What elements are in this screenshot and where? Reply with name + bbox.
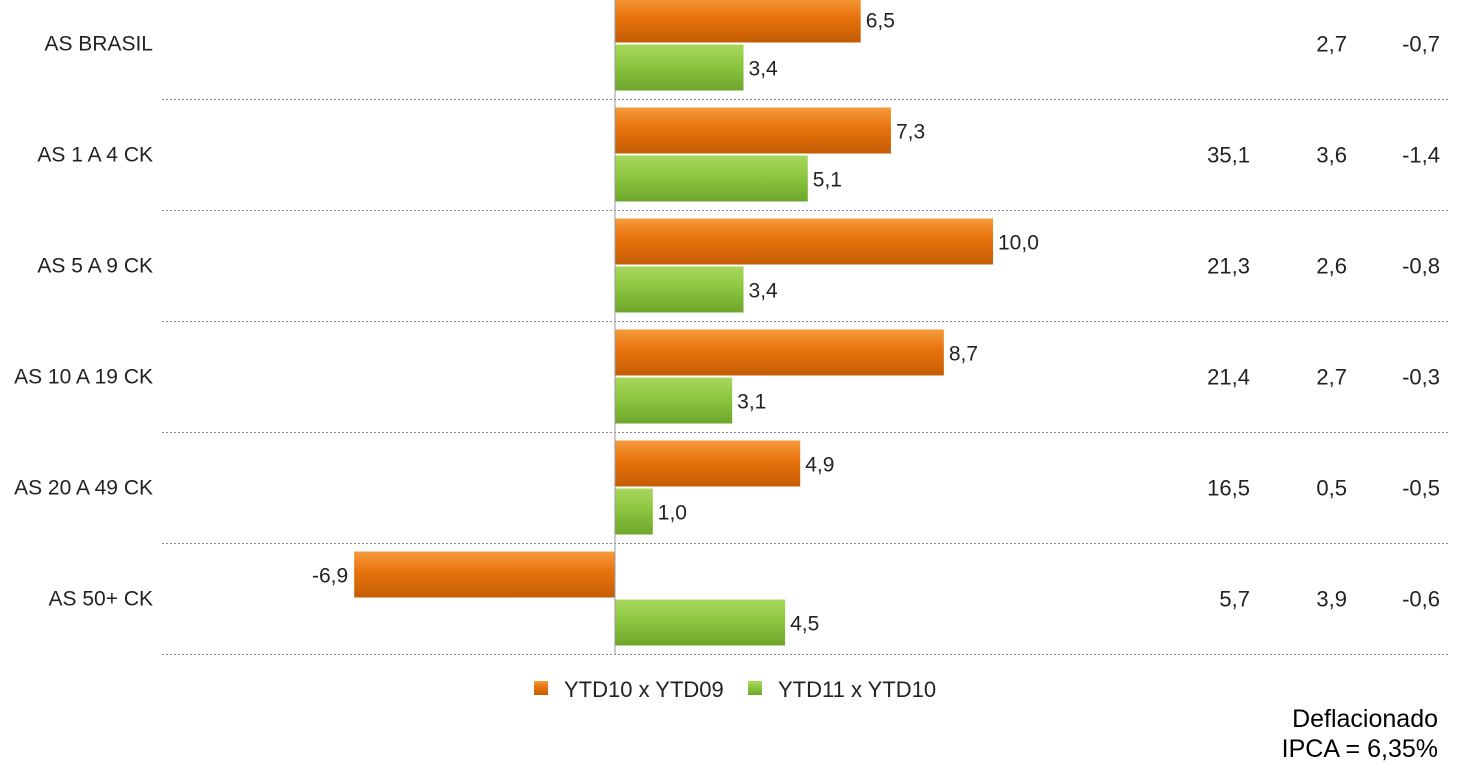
legend-swatch (748, 681, 762, 695)
bar-ytd11 (615, 44, 744, 91)
category-label: AS 10 A 19 CK (14, 366, 153, 389)
column-value: 2,7 (1316, 32, 1347, 57)
column-value: 3,6 (1316, 143, 1347, 168)
bar-ytd10 (615, 218, 993, 265)
column-value: -0,3 (1402, 365, 1440, 390)
data-label: -6,9 (312, 565, 348, 588)
data-label: 8,7 (949, 343, 978, 366)
bar-ytd11 (615, 266, 744, 313)
data-label: 3,1 (737, 391, 766, 414)
data-label: 10,0 (998, 232, 1039, 255)
bar-ytd11 (615, 155, 808, 202)
column-value: 2,7 (1316, 365, 1347, 390)
bars (354, 0, 993, 646)
data-label: 5,1 (813, 169, 842, 192)
column-value: 3,9 (1316, 587, 1347, 612)
data-label: 4,5 (790, 613, 819, 636)
data-label: 3,4 (749, 58, 779, 81)
column-value: 5,7 (1219, 587, 1250, 612)
category-label: AS 5 A 9 CK (37, 255, 153, 278)
column-value: 16,5 (1207, 476, 1250, 501)
legend-label: YTD11 x YTD10 (778, 677, 936, 702)
category-label: AS 20 A 49 CK (14, 477, 153, 500)
bar-ytd10 (615, 440, 801, 487)
category-label: AS BRASIL (44, 33, 153, 56)
column-value: -1,4 (1402, 143, 1440, 168)
data-label: 7,3 (896, 121, 925, 144)
bar-ytd10 (354, 551, 615, 598)
bar-ytd11 (615, 599, 786, 646)
data-label: 3,4 (749, 280, 779, 303)
bar-ytd11 (615, 488, 653, 535)
column-value: 0,5 (1316, 476, 1347, 501)
legend: YTD10 x YTD09 YTD11 x YTD10 (534, 677, 936, 702)
note-line-1: Deflacionado (1292, 705, 1438, 733)
deflation-note: Deflacionado IPCA = 6,35% (1282, 704, 1438, 764)
data-label: 1,0 (658, 502, 687, 525)
labels: AS BRASIL 6,5 3,4 AS 1 A 4 CK 7,3 5,1 AS 5 A 9… (14, 10, 1039, 636)
data-label: 6,5 (866, 10, 895, 33)
column-value: 21,4 (1207, 365, 1250, 390)
legend-label: YTD10 x YTD09 (564, 677, 724, 702)
column-value: -0,5 (1402, 476, 1440, 501)
data-label: 4,9 (805, 454, 834, 477)
column-value: 2,6 (1316, 254, 1347, 279)
column-value: 35,1 (1207, 143, 1250, 168)
bar-ytd11 (615, 377, 733, 424)
category-label: AS 50+ CK (49, 588, 153, 611)
column-value: -0,6 (1402, 587, 1440, 612)
note-line-2: IPCA = 6,35% (1281, 735, 1438, 763)
bar-ytd10 (615, 0, 861, 43)
bar-ytd10 (615, 329, 944, 376)
column-value: -0,8 (1402, 254, 1440, 279)
column-value: -0,7 (1402, 32, 1440, 57)
bar-ytd10 (615, 107, 891, 154)
column-value: 21,3 (1207, 254, 1250, 279)
legend-swatch (534, 681, 548, 695)
category-label: AS 1 A 4 CK (37, 144, 153, 167)
extra-columns: 2,7 -0,7 35,1 3,6 -1,4 21,3 2,6 -0,8 21,4 2,7 -0,3… (1207, 32, 1440, 612)
